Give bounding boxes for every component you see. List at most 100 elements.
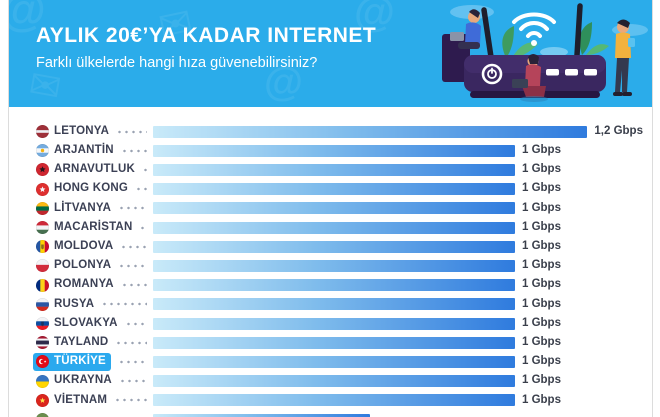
- chart-row-argentina: ARJANTİN 1 Gbps: [9, 142, 652, 160]
- dotted-leader: [115, 129, 147, 134]
- hongkong-flag-icon: [36, 182, 49, 196]
- dotted-leader: [119, 244, 147, 249]
- chart-row-romania: ROMANYA 1 Gbps: [9, 278, 652, 292]
- chart-row-hungary: MACARİSTAN 1 Gbps: [9, 221, 652, 234]
- row-label-group: TAYLAND: [36, 334, 153, 352]
- value-bar: [153, 259, 515, 272]
- row-label-group: LİTVANYA: [36, 199, 153, 217]
- country-label: RUSYA: [54, 297, 95, 310]
- chart-row-vietnam: VİETNAM 1 Gbps: [9, 391, 652, 409]
- chart-row-turkey: TÜRKİYE 1 Gbps: [9, 352, 652, 371]
- dotted-leader: [116, 359, 147, 364]
- row-label-group: RUSYA: [36, 295, 153, 313]
- lithuania-flag-icon: [36, 201, 49, 215]
- dotted-leader: [141, 167, 147, 172]
- country-label: LİTVANYA: [54, 201, 112, 214]
- value-label: 1 Gbps: [522, 220, 561, 233]
- albania-flag-icon: [36, 163, 49, 177]
- row-label-group: [36, 411, 153, 417]
- country-label: ARJANTİN: [54, 143, 114, 156]
- country-label: MOLDOVA: [54, 239, 114, 252]
- country-label: HONG KONG: [54, 182, 128, 195]
- value-label: 1 Gbps: [522, 201, 561, 214]
- country-label: MACARİSTAN: [54, 220, 133, 233]
- country-label: UKRAYNA: [54, 374, 112, 387]
- thailand-flag-icon: [36, 336, 49, 350]
- row-label-group: ARNAVUTLUK: [36, 161, 153, 179]
- wifi-icon: [512, 12, 556, 38]
- latvia-flag-icon: [36, 125, 49, 138]
- value-bar: [153, 221, 515, 234]
- country-label: LETONYA: [54, 124, 110, 137]
- dotted-leader: [113, 398, 147, 403]
- turkey-flag-icon: [36, 355, 49, 369]
- person-standing-right: [613, 19, 635, 96]
- wifi-dot-icon: [531, 40, 537, 46]
- value-bar: [153, 336, 515, 349]
- infographic-card: @ ✉ @ ✉ @ AYLIK 20€’YA KADAR INTERNET Fa…: [8, 0, 653, 417]
- value-label: 1 Gbps: [522, 297, 561, 310]
- value-bar: [153, 163, 515, 176]
- value-bar: [153, 375, 515, 388]
- value-bar: [153, 183, 515, 196]
- country-label: ARNAVUTLUK: [54, 163, 136, 176]
- country-label: TÜRKİYE: [54, 355, 106, 368]
- value-bar: [153, 125, 588, 138]
- row-label-group: ARJANTİN: [36, 142, 153, 160]
- chart-row-russia: RUSYA 1 Gbps: [9, 295, 652, 313]
- dotted-leader: [114, 340, 147, 345]
- chart-row-partial: [9, 413, 652, 417]
- chart-row-albania: ARNAVUTLUK 1 Gbps: [9, 161, 652, 179]
- page-subtitle: Farklı ülkelerde hangi hıza güvenebilirs…: [36, 55, 318, 71]
- vietnam-flag-icon: [36, 393, 49, 407]
- value-label: 1 Gbps: [522, 393, 561, 406]
- value-label: 1 Gbps: [522, 239, 561, 252]
- country-label: ROMANYA: [54, 278, 114, 291]
- dotted-leader: [119, 283, 147, 288]
- dotted-leader: [117, 263, 147, 268]
- person-sitting-center: [512, 54, 548, 102]
- row-label-group: UKRAYNA: [36, 372, 153, 390]
- title-block: AYLIK 20€’YA KADAR INTERNET Farklı ülkel…: [36, 24, 376, 71]
- value-label: 1 Gbps: [522, 163, 561, 176]
- value-label: 1 Gbps: [522, 182, 561, 195]
- poland-flag-icon: [36, 259, 49, 273]
- romania-flag-icon: [36, 278, 49, 292]
- moldova-flag-icon: [36, 240, 49, 254]
- value-label: 1,2 Gbps: [594, 124, 643, 137]
- row-label-group: MACARİSTAN: [36, 219, 153, 237]
- dotted-leader: [100, 302, 147, 307]
- dotted-leader: [119, 148, 147, 153]
- page-title: AYLIK 20€’YA KADAR INTERNET: [36, 24, 377, 47]
- value-label: 1 Gbps: [522, 259, 561, 272]
- ukraine-flag-icon: [36, 374, 49, 388]
- dotted-leader: [117, 379, 147, 384]
- router-lights: [546, 69, 597, 76]
- country-label: SLOVAKYA: [54, 316, 118, 329]
- value-label: 1 Gbps: [522, 355, 561, 368]
- country-label: VİETNAM: [54, 393, 108, 406]
- chart-row-lithuania: LİTVANYA 1 Gbps: [9, 199, 652, 217]
- power-button-icon: [481, 63, 503, 85]
- chart-row-slovakia: SLOVAKYA 1 Gbps: [9, 317, 652, 330]
- chart-row-latvia: LETONYA 1,2 Gbps: [9, 125, 652, 138]
- value-bar: [153, 355, 515, 368]
- person-sitting-left: [442, 9, 481, 82]
- argentina-flag-icon: [36, 144, 49, 158]
- russia-flag-icon: [36, 297, 49, 311]
- hungary-flag-icon: [36, 221, 49, 234]
- row-label-group: HONG KONG: [36, 180, 153, 198]
- row-label-group: MOLDOVA: [36, 238, 153, 256]
- row-label-group: VİETNAM: [36, 391, 153, 409]
- value-bar: [153, 317, 515, 330]
- country-label: TAYLAND: [54, 335, 109, 348]
- value-label: 1 Gbps: [522, 374, 561, 387]
- value-label: 1 Gbps: [522, 335, 561, 348]
- value-bar: [153, 298, 515, 311]
- cloud-icon: [540, 47, 568, 57]
- country-label: POLONYA: [54, 259, 112, 272]
- value-bar: [153, 279, 515, 292]
- value-bar: [153, 394, 515, 407]
- bar-chart: LETONYA 1,2 Gbps ARJANTİN 1 Gbps ARNAVUTLUK 1…: [9, 107, 652, 417]
